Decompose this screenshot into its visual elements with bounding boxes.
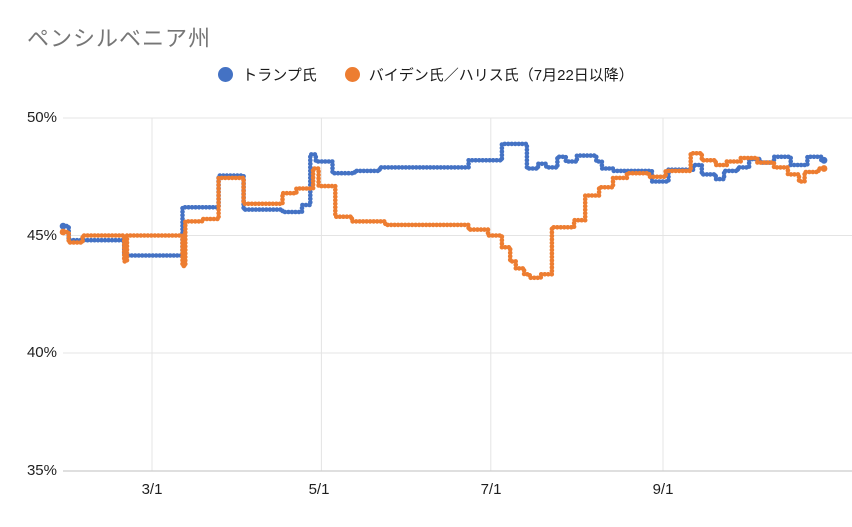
y-tick-50: 50% [26, 109, 57, 126]
biden-harris-series-line-base [63, 152, 824, 279]
trump-series-line-end-dot [820, 156, 828, 164]
trump-legend-label: トランプ氏 [242, 67, 317, 84]
biden-harris-series-line [60, 151, 827, 281]
biden-harris-legend-label: バイデン氏／ハリス氏（7月22日以降） [368, 67, 634, 84]
trump-legend-dot-icon [218, 67, 234, 82]
y-tick-45: 45% [26, 227, 57, 244]
biden-harris-legend-dot-icon [344, 67, 360, 82]
biden-harris-series-line-start-dot [59, 228, 67, 236]
trump-series-line [60, 141, 827, 258]
trump-series-line-start-dot [59, 222, 67, 230]
x-tick-may1: 5/1 [308, 481, 330, 498]
chart-title: ペンシルベニア州 [27, 26, 212, 51]
biden-harris-series-line-end-dot [820, 165, 828, 172]
y-tick-35: 35% [26, 462, 57, 479]
x-tick-jul1: 7/1 [480, 481, 502, 498]
legend-item-trump: トランプ氏 [218, 64, 317, 85]
chart-legend: トランプ氏 バイデン氏／ハリス氏（7月22日以降） [0, 64, 852, 85]
x-tick-sep1: 9/1 [652, 481, 674, 498]
y-tick-40: 40% [26, 344, 57, 361]
x-tick-mar1: 3/1 [141, 481, 163, 498]
legend-item-biden-harris: バイデン氏／ハリス氏（7月22日以降） [344, 64, 634, 85]
